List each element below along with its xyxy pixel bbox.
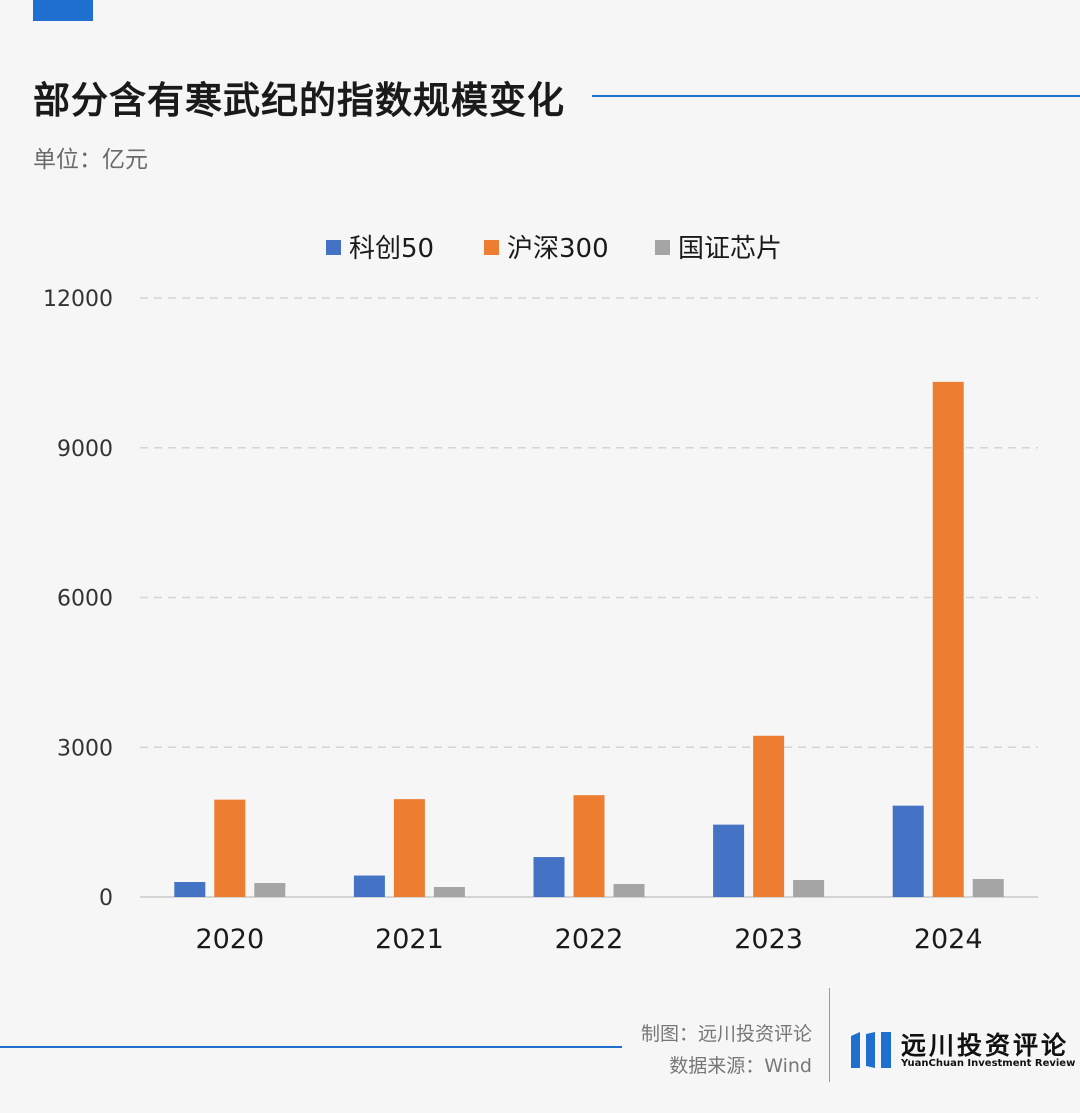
unit-label: 单位：亿元 [33, 147, 148, 173]
bar [393, 799, 425, 897]
bar [433, 887, 465, 897]
logo-subtitle: YuanChuan Investment Review [901, 1058, 1076, 1069]
bar [892, 805, 924, 897]
page-title: 部分含有寒武纪的指数规模变化 [33, 79, 565, 122]
top-accent-block [33, 0, 93, 21]
bar [972, 879, 1004, 897]
legend-swatch [484, 240, 499, 255]
credits: 制图：远川投资评论 数据来源：Wind [641, 1018, 812, 1082]
bar [793, 880, 825, 897]
bar [533, 857, 565, 897]
legend-label: 沪深300 [507, 234, 609, 264]
bar [753, 735, 785, 897]
legend-swatch [655, 240, 670, 255]
bar-chart: 0 3000 6000 9000 12000 2020 2021 2022 2023 2024 科创… [43, 234, 1038, 955]
bar [174, 882, 206, 897]
source-label: 数据来源：Wind [669, 1055, 812, 1077]
bar [713, 824, 745, 897]
y-tick-label: 9000 [57, 437, 113, 462]
y-tick-label: 3000 [57, 736, 113, 761]
x-tick-label: 2020 [195, 924, 264, 955]
logo-name: 远川投资评论 [901, 1031, 1070, 1060]
y-tick-label: 0 [99, 886, 113, 911]
bar [932, 381, 964, 897]
x-tick-label: 2021 [375, 924, 444, 955]
brand-logo: 远川投资评论 YuanChuan Investment Review [849, 1028, 1075, 1072]
legend-label: 科创50 [349, 234, 434, 264]
x-tick-label: 2022 [555, 924, 624, 955]
bar [573, 795, 605, 897]
made-by-label: 制图：远川投资评论 [640, 1023, 812, 1045]
x-tick-label: 2023 [734, 924, 803, 955]
footer-line [0, 1046, 622, 1048]
x-tick-label: 2024 [914, 924, 983, 955]
legend-swatch [326, 240, 341, 255]
footer-divider [829, 988, 830, 1082]
bar [613, 884, 645, 897]
title-underline [592, 95, 1080, 97]
y-tick-label: 6000 [57, 587, 113, 612]
bar [214, 799, 246, 897]
y-tick-label: 12000 [43, 287, 113, 312]
logo-bars-icon [851, 1032, 891, 1068]
bar [353, 875, 385, 897]
legend-label: 国证芯片 [678, 234, 782, 264]
bar [254, 883, 286, 897]
